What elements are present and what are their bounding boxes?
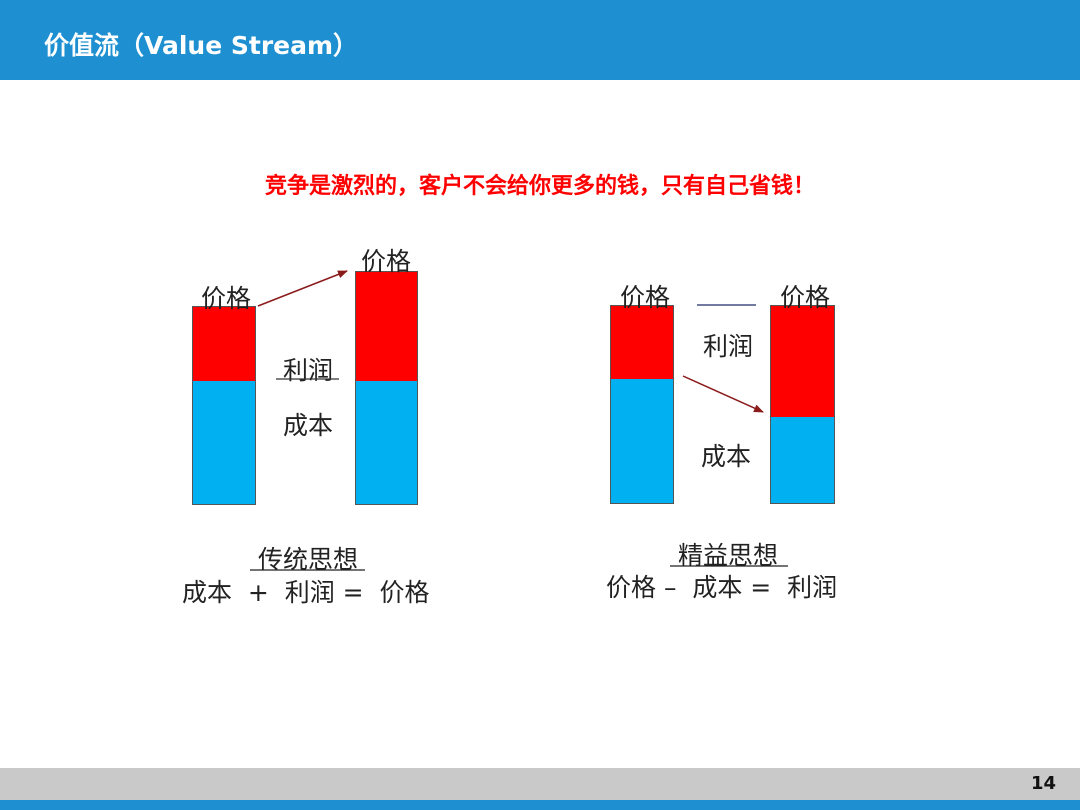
lean-right-profit-segment <box>771 306 834 417</box>
traditional-bar-right <box>355 271 418 505</box>
traditional-profit-label: 利润 <box>283 356 334 385</box>
traditional-caption: 传统思想 <box>258 545 359 574</box>
lean-bar-right <box>770 305 835 504</box>
lean-right-cost-segment <box>771 417 834 503</box>
lean-left-profit-segment <box>611 306 673 379</box>
page-number: 14 <box>1030 773 1056 794</box>
lean-left-cost-segment <box>611 379 673 503</box>
lean-profit-label: 利润 <box>703 332 754 361</box>
traditional-cost-label: 成本 <box>283 411 334 440</box>
lean-price-label-left: 价格 <box>620 283 671 312</box>
traditional-left-cost-segment <box>193 381 255 504</box>
lean-caption: 精益思想 <box>678 541 779 570</box>
traditional-price-label-right: 价格 <box>361 247 412 276</box>
footer-accent-bar <box>0 800 1080 810</box>
lean-bar-left <box>610 305 674 504</box>
traditional-left-profit-segment <box>193 307 255 381</box>
traditional-arrow <box>257 270 348 307</box>
slide-title: 价值流（Value Stream） <box>44 31 359 60</box>
lean-price-label-right: 价格 <box>780 283 831 312</box>
headline: 竞争是激烈的，客户不会给你更多的钱，只有自己省钱！ <box>264 174 815 199</box>
footer-bar <box>0 768 1080 800</box>
lean-arrow <box>682 375 764 413</box>
traditional-right-cost-segment <box>356 381 417 504</box>
lean-cost-label: 成本 <box>701 442 752 471</box>
traditional-bar-left <box>192 306 256 505</box>
lean-formula: 价格 – 成本 = 利润 <box>606 573 838 602</box>
traditional-price-label-left: 价格 <box>201 284 252 313</box>
traditional-formula: 成本 + 利润 = 价格 <box>182 578 430 607</box>
traditional-right-profit-segment <box>356 272 417 381</box>
title-bar: 价值流（Value Stream） <box>0 0 1080 80</box>
